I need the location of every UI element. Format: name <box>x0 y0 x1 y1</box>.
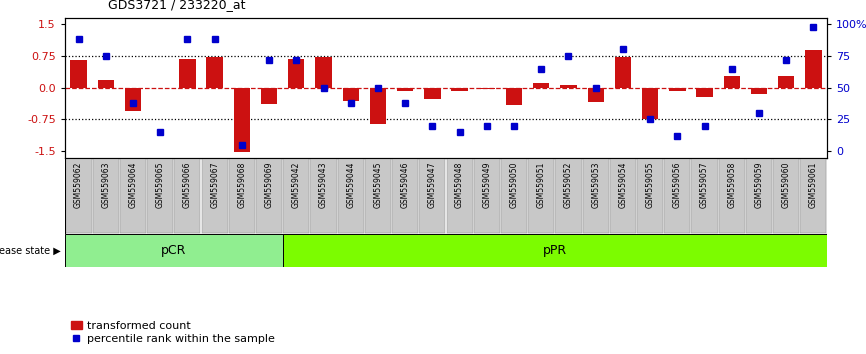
Bar <box>696 88 713 97</box>
Legend: transformed count, percentile rank within the sample: transformed count, percentile rank withi… <box>70 321 275 344</box>
Bar <box>125 88 141 111</box>
FancyBboxPatch shape <box>447 158 473 233</box>
FancyBboxPatch shape <box>583 158 609 233</box>
Text: GSM559048: GSM559048 <box>456 161 464 208</box>
FancyBboxPatch shape <box>66 158 92 233</box>
Bar <box>98 80 114 88</box>
FancyBboxPatch shape <box>528 158 554 233</box>
Text: GSM559063: GSM559063 <box>101 161 110 208</box>
FancyBboxPatch shape <box>773 158 799 233</box>
FancyBboxPatch shape <box>283 158 309 233</box>
Bar <box>261 88 277 104</box>
Text: GSM559058: GSM559058 <box>727 161 736 208</box>
Bar <box>65 234 282 267</box>
FancyBboxPatch shape <box>93 158 119 233</box>
Bar <box>751 88 767 94</box>
Text: GDS3721 / 233220_at: GDS3721 / 233220_at <box>108 0 246 11</box>
Text: GSM559045: GSM559045 <box>373 161 383 208</box>
Bar <box>560 86 577 88</box>
Text: GSM559069: GSM559069 <box>265 161 274 208</box>
Bar <box>587 88 604 102</box>
FancyBboxPatch shape <box>202 158 228 233</box>
Text: GSM559054: GSM559054 <box>618 161 627 208</box>
FancyBboxPatch shape <box>419 158 445 233</box>
Bar <box>805 50 822 88</box>
FancyBboxPatch shape <box>474 158 500 233</box>
Text: GSM559044: GSM559044 <box>346 161 355 208</box>
Text: GSM559050: GSM559050 <box>509 161 519 208</box>
FancyBboxPatch shape <box>174 158 201 233</box>
FancyBboxPatch shape <box>719 158 745 233</box>
FancyBboxPatch shape <box>256 158 282 233</box>
Text: GSM559053: GSM559053 <box>591 161 600 208</box>
Text: pCR: pCR <box>161 244 186 257</box>
Bar <box>451 88 468 91</box>
Bar <box>479 88 495 89</box>
FancyBboxPatch shape <box>746 158 772 233</box>
Text: GSM559065: GSM559065 <box>156 161 165 208</box>
Bar <box>778 76 794 88</box>
Text: GSM559046: GSM559046 <box>401 161 410 208</box>
Text: GSM559047: GSM559047 <box>428 161 436 208</box>
Text: GSM559043: GSM559043 <box>319 161 328 208</box>
Bar <box>506 88 522 105</box>
Text: GSM559068: GSM559068 <box>237 161 246 208</box>
FancyBboxPatch shape <box>691 158 718 233</box>
FancyBboxPatch shape <box>147 158 173 233</box>
Bar <box>424 88 441 99</box>
FancyBboxPatch shape <box>637 158 663 233</box>
Text: GSM559062: GSM559062 <box>74 161 83 208</box>
Bar <box>234 88 250 152</box>
Bar <box>642 88 658 119</box>
Text: GSM559042: GSM559042 <box>292 161 301 208</box>
Bar <box>70 60 87 88</box>
Text: GSM559049: GSM559049 <box>482 161 491 208</box>
Text: pPR: pPR <box>543 244 567 257</box>
Bar <box>288 59 305 88</box>
Text: GSM559057: GSM559057 <box>700 161 709 208</box>
Bar <box>615 57 631 88</box>
Text: GSM559055: GSM559055 <box>646 161 655 208</box>
Text: GSM559060: GSM559060 <box>782 161 791 208</box>
Bar <box>282 234 827 267</box>
FancyBboxPatch shape <box>664 158 690 233</box>
FancyBboxPatch shape <box>610 158 636 233</box>
Text: disease state ▶: disease state ▶ <box>0 245 61 256</box>
Bar <box>315 57 332 88</box>
FancyBboxPatch shape <box>555 158 582 233</box>
FancyBboxPatch shape <box>338 158 364 233</box>
Bar <box>343 88 359 101</box>
Bar <box>179 59 196 88</box>
Text: GSM559052: GSM559052 <box>564 161 573 208</box>
FancyBboxPatch shape <box>800 158 826 233</box>
Text: GSM559056: GSM559056 <box>673 161 682 208</box>
FancyBboxPatch shape <box>392 158 418 233</box>
FancyBboxPatch shape <box>229 158 255 233</box>
Bar <box>397 88 413 91</box>
Text: GSM559064: GSM559064 <box>128 161 138 208</box>
FancyBboxPatch shape <box>365 158 391 233</box>
Bar <box>206 57 223 88</box>
Bar <box>533 82 549 88</box>
FancyBboxPatch shape <box>120 158 146 233</box>
Text: GSM559061: GSM559061 <box>809 161 818 208</box>
Bar <box>724 76 740 88</box>
Text: GSM559067: GSM559067 <box>210 161 219 208</box>
Bar <box>370 88 386 124</box>
Text: GSM559051: GSM559051 <box>537 161 546 208</box>
Bar <box>669 88 686 91</box>
FancyBboxPatch shape <box>501 158 527 233</box>
Text: GSM559066: GSM559066 <box>183 161 192 208</box>
Text: GSM559059: GSM559059 <box>754 161 764 208</box>
FancyBboxPatch shape <box>310 158 337 233</box>
